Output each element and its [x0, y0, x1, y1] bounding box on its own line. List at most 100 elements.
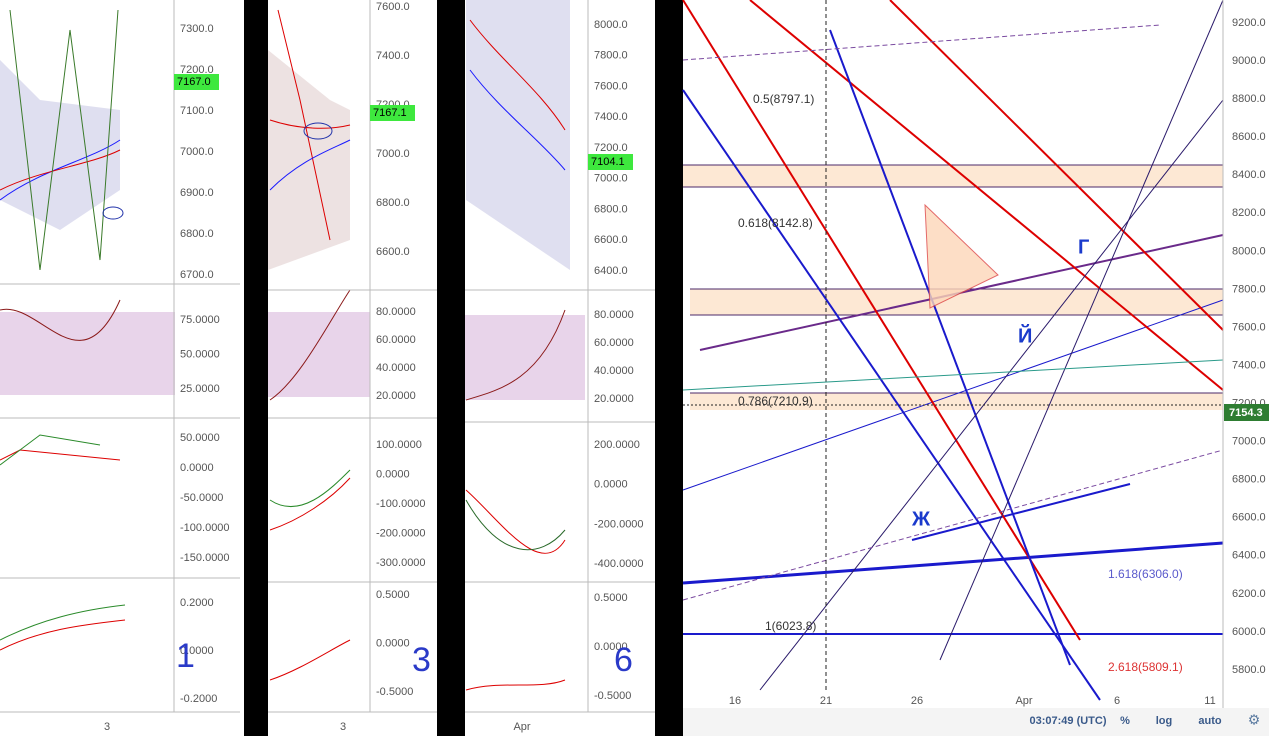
axis-label: 7600.0	[594, 80, 628, 92]
axis-label: 6800.0	[594, 203, 628, 215]
axis-label: -50.0000	[180, 492, 223, 504]
axis-label: 0.5000	[376, 589, 410, 601]
toolbar-clock: 03:07:49 (UTC)	[1029, 715, 1106, 727]
fib-label: 1(6023.8)	[765, 619, 816, 633]
axis-label: 6900.0	[180, 187, 214, 199]
toolbar-percent[interactable]: %	[1120, 715, 1130, 727]
axis-label: 6000.0	[1232, 626, 1266, 638]
axis-label: 7800.0	[1232, 283, 1266, 295]
axis-label: 6400.0	[1232, 550, 1266, 562]
axis-label: 7400.0	[594, 111, 628, 123]
axis-label: 7000.0	[376, 148, 410, 160]
time-label: 21	[820, 695, 832, 707]
handwritten-note: 6	[614, 641, 633, 679]
divider	[437, 0, 465, 736]
time-label: 11	[1204, 695, 1215, 707]
axis-label: 6800.0	[180, 228, 214, 240]
axis-label: 8600.0	[1232, 131, 1266, 143]
axis-label: 40.0000	[376, 362, 416, 374]
price-tag-label: 7167.0	[177, 76, 211, 88]
axis-label: 7000.0	[1232, 436, 1266, 448]
axis-label: 7200.0	[594, 142, 628, 154]
axis-label: 0.0000	[180, 645, 214, 657]
time-label: 3	[340, 721, 346, 733]
axis-label: 25.0000	[180, 383, 220, 395]
axis-label: -300.0000	[376, 557, 426, 569]
price-tag	[174, 74, 219, 90]
axis-label: 7600.0	[376, 1, 410, 13]
divider	[655, 0, 683, 736]
fib-label: 0.786(7210.9)	[738, 394, 813, 408]
axis-label: 7800.0	[594, 50, 628, 62]
wave-label: Ж	[911, 508, 931, 530]
axis-label: 7100.0	[180, 105, 214, 117]
axis-label: 6400.0	[594, 265, 628, 277]
time-label: 6	[1114, 695, 1120, 707]
axis-label: 6800.0	[376, 197, 410, 209]
axis-label: 7300.0	[180, 23, 214, 35]
axis-label: 0.0000	[594, 641, 628, 653]
axis-label: 20.0000	[376, 390, 416, 402]
axis-label: 0.0000	[376, 637, 410, 649]
axis-label: 6800.0	[1232, 474, 1266, 486]
fib-label: 0.5(8797.1)	[753, 92, 814, 106]
axis-label: 9200.0	[1232, 17, 1266, 29]
axis-label: 7200.0	[180, 64, 214, 76]
axis-label: -0.5000	[376, 686, 413, 698]
axis-label: -200.0000	[376, 527, 426, 539]
axis-label: 50.0000	[180, 432, 220, 444]
wave-label: Г	[1078, 236, 1089, 258]
axis-label: 0.0000	[180, 462, 214, 474]
axis-label: -100.0000	[180, 522, 230, 534]
axis-label: -0.2000	[180, 693, 217, 705]
axis-label: 8200.0	[1232, 207, 1266, 219]
axis-label: 0.5000	[594, 592, 628, 604]
handwritten-note: 3	[412, 641, 431, 679]
settings-icon[interactable]: ⚙	[1248, 712, 1261, 728]
time-label: 3	[104, 721, 110, 733]
axis-label: 7000.0	[594, 173, 628, 185]
axis-label: 75.0000	[180, 314, 220, 326]
axis-label: 8800.0	[1232, 93, 1266, 105]
axis-label: 7600.0	[1232, 321, 1266, 333]
handwritten-note: 1	[176, 637, 195, 675]
panel-decor	[0, 0, 585, 691]
axis-label: 200.0000	[594, 439, 640, 451]
price-tag-label: 7104.1	[591, 156, 625, 168]
time-label: Apr	[1015, 695, 1032, 707]
axis-label: 60.0000	[376, 334, 416, 346]
axis-label: 8000.0	[594, 19, 628, 31]
axis-label: 100.0000	[376, 439, 422, 451]
axis-label: 6200.0	[1232, 588, 1266, 600]
price-tag-label: 7167.1	[373, 107, 407, 119]
axis-label: 6600.0	[1232, 512, 1266, 524]
axis-label: 80.0000	[594, 309, 634, 321]
axis-label: 0.2000	[180, 597, 214, 609]
time-label: 16	[729, 695, 741, 707]
axis-label: 0.0000	[594, 479, 628, 491]
axis-label: 8400.0	[1232, 169, 1266, 181]
axis-label: 7400.0	[376, 50, 410, 62]
axis-label: 6600.0	[594, 234, 628, 246]
time-label: 26	[911, 695, 923, 707]
axis-label: 0.0000	[376, 468, 410, 480]
axis-label: 9000.0	[1232, 55, 1266, 67]
fib-label: 1.618(6306.0)	[1108, 567, 1183, 581]
axis-label: 7400.0	[1232, 359, 1266, 371]
price-tag	[370, 105, 415, 121]
axis-label: 5800.0	[1232, 664, 1266, 676]
axis-label: -0.5000	[594, 690, 631, 702]
price-tag	[1224, 404, 1269, 421]
divider	[244, 0, 268, 736]
axis-label: 6600.0	[376, 246, 410, 258]
axis-label: 8000.0	[1232, 245, 1266, 257]
axis-label: -200.0000	[594, 518, 644, 530]
price-tag	[588, 154, 633, 170]
toolbar-log[interactable]: log	[1156, 715, 1173, 727]
toolbar-auto[interactable]: auto	[1198, 715, 1222, 727]
fib-label: 0.618(8142.8)	[738, 216, 813, 230]
axis-label: 50.0000	[180, 348, 220, 360]
time-label: Apr	[513, 721, 530, 733]
